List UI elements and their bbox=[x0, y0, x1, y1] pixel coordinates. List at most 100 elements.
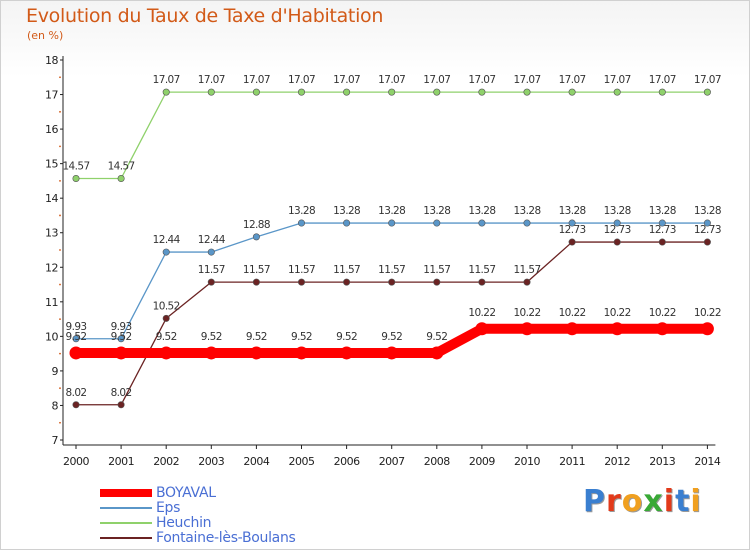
data-label-boyaval: 10.22 bbox=[604, 307, 631, 319]
y-tick-label: 9 bbox=[52, 365, 59, 378]
legend-label: Fontaine-lès-Boulans bbox=[156, 530, 296, 546]
data-point-eps bbox=[252, 233, 260, 241]
data-point-heuchin bbox=[297, 88, 305, 96]
data-point-boyaval bbox=[610, 322, 624, 336]
x-tick-label: 2014 bbox=[694, 455, 720, 468]
data-label-boyaval: 9.52 bbox=[156, 331, 177, 343]
data-point-fontaine-l-s-boulans bbox=[388, 278, 396, 286]
data-point-eps bbox=[72, 335, 80, 343]
data-label-heuchin: 17.07 bbox=[513, 74, 540, 86]
y-tick-label: 12 bbox=[45, 261, 58, 274]
data-label-eps: 12.44 bbox=[153, 234, 181, 246]
x-tick-label: 2002 bbox=[153, 455, 179, 468]
data-label-fontaine-l-s-boulans: 11.57 bbox=[198, 264, 225, 276]
data-point-boyaval bbox=[430, 346, 444, 360]
data-label-boyaval: 10.22 bbox=[559, 307, 586, 319]
data-label-fontaine-l-s-boulans: 12.73 bbox=[604, 224, 631, 236]
data-label-eps: 9.93 bbox=[111, 321, 132, 333]
data-point-fontaine-l-s-boulans bbox=[297, 278, 305, 286]
y-tick-label: 11 bbox=[45, 296, 58, 309]
legend-label: Heuchin bbox=[156, 515, 212, 531]
y-tick-label: 13 bbox=[45, 227, 58, 240]
data-point-boyaval bbox=[114, 346, 128, 360]
y-minor-dot bbox=[59, 387, 61, 390]
data-label-heuchin: 17.07 bbox=[288, 74, 315, 86]
data-point-fontaine-l-s-boulans bbox=[523, 278, 531, 286]
data-label-fontaine-l-s-boulans: 8.02 bbox=[66, 387, 87, 399]
legend-label: Eps bbox=[156, 500, 181, 516]
legend-label: BOYAVAL bbox=[156, 485, 216, 501]
data-label-fontaine-l-s-boulans: 11.57 bbox=[378, 264, 405, 276]
legend-swatch bbox=[100, 522, 152, 524]
logo-letter: r bbox=[606, 484, 622, 519]
y-minor-dot bbox=[59, 283, 61, 286]
data-point-heuchin bbox=[72, 174, 80, 182]
data-point-heuchin bbox=[162, 88, 170, 96]
x-tick-label: 2004 bbox=[243, 455, 269, 468]
x-tick-label: 2012 bbox=[604, 455, 630, 468]
data-point-boyaval bbox=[340, 346, 354, 360]
y-tick-label: 17 bbox=[45, 89, 58, 102]
data-label-eps: 13.28 bbox=[468, 205, 495, 217]
chart-subtitle: (en %) bbox=[27, 29, 64, 42]
x-tick-label: 2008 bbox=[424, 455, 450, 468]
y-minor-dot bbox=[59, 352, 61, 355]
y-minor-dot bbox=[59, 249, 61, 251]
data-point-eps bbox=[343, 219, 351, 227]
legend-swatch bbox=[100, 489, 152, 497]
data-point-fontaine-l-s-boulans bbox=[117, 401, 125, 409]
data-point-fontaine-l-s-boulans bbox=[343, 278, 351, 286]
data-label-boyaval: 9.52 bbox=[381, 331, 402, 343]
y-minor-dot bbox=[59, 76, 61, 79]
data-point-heuchin bbox=[523, 88, 531, 96]
data-label-heuchin: 17.07 bbox=[559, 74, 586, 86]
y-tick-label: 14 bbox=[45, 192, 58, 205]
data-point-fontaine-l-s-boulans bbox=[433, 278, 441, 286]
legend-swatch bbox=[100, 507, 152, 509]
data-label-fontaine-l-s-boulans: 12.73 bbox=[559, 224, 586, 236]
data-point-heuchin bbox=[658, 88, 666, 96]
data-label-fontaine-l-s-boulans: 11.57 bbox=[333, 264, 360, 276]
data-point-boyaval bbox=[385, 346, 399, 360]
y-minor-dot bbox=[59, 145, 61, 148]
data-point-fontaine-l-s-boulans bbox=[613, 238, 621, 246]
data-label-fontaine-l-s-boulans: 11.57 bbox=[468, 264, 495, 276]
data-point-boyaval bbox=[565, 322, 579, 336]
data-label-fontaine-l-s-boulans: 11.57 bbox=[243, 264, 270, 276]
x-tick-label: 2011 bbox=[559, 455, 585, 468]
y-tick-label: 18 bbox=[45, 54, 58, 67]
data-point-eps bbox=[207, 248, 215, 256]
data-point-eps bbox=[117, 335, 125, 343]
data-label-eps: 12.88 bbox=[243, 219, 270, 231]
x-tick-label: 2003 bbox=[198, 455, 224, 468]
data-point-eps bbox=[613, 219, 621, 227]
data-label-boyaval: 9.52 bbox=[336, 331, 357, 343]
y-tick-label: 8 bbox=[52, 399, 59, 412]
y-tick-label: 7 bbox=[52, 434, 59, 447]
data-point-eps bbox=[388, 219, 396, 227]
proxiti-logo: Proxiti bbox=[583, 484, 702, 519]
data-label-heuchin: 17.07 bbox=[694, 74, 721, 86]
data-label-boyaval: 10.22 bbox=[513, 307, 540, 319]
data-point-heuchin bbox=[117, 174, 125, 182]
data-point-boyaval bbox=[655, 322, 669, 336]
x-tick-label: 2005 bbox=[289, 455, 315, 468]
y-tick-label: 10 bbox=[45, 330, 58, 343]
data-point-fontaine-l-s-boulans bbox=[703, 238, 711, 246]
data-point-boyaval bbox=[475, 322, 489, 336]
series-line-heuchin bbox=[75, 91, 709, 180]
data-point-boyaval bbox=[295, 346, 308, 360]
legend-swatch bbox=[100, 537, 152, 539]
data-label-eps: 13.28 bbox=[604, 205, 631, 217]
data-label-boyaval: 9.52 bbox=[66, 331, 87, 343]
data-label-boyaval: 10.22 bbox=[694, 307, 721, 319]
logo-letter: x bbox=[643, 484, 664, 519]
y-minor-dot bbox=[59, 214, 61, 217]
y-minor-dot bbox=[59, 421, 61, 424]
data-label-fontaine-l-s-boulans: 11.57 bbox=[513, 264, 540, 276]
x-tick-label: 2001 bbox=[108, 455, 134, 468]
data-label-heuchin: 17.07 bbox=[604, 74, 631, 86]
y-tick-label: 16 bbox=[45, 123, 58, 136]
data-label-eps: 12.44 bbox=[198, 234, 226, 246]
data-point-boyaval bbox=[69, 346, 83, 360]
